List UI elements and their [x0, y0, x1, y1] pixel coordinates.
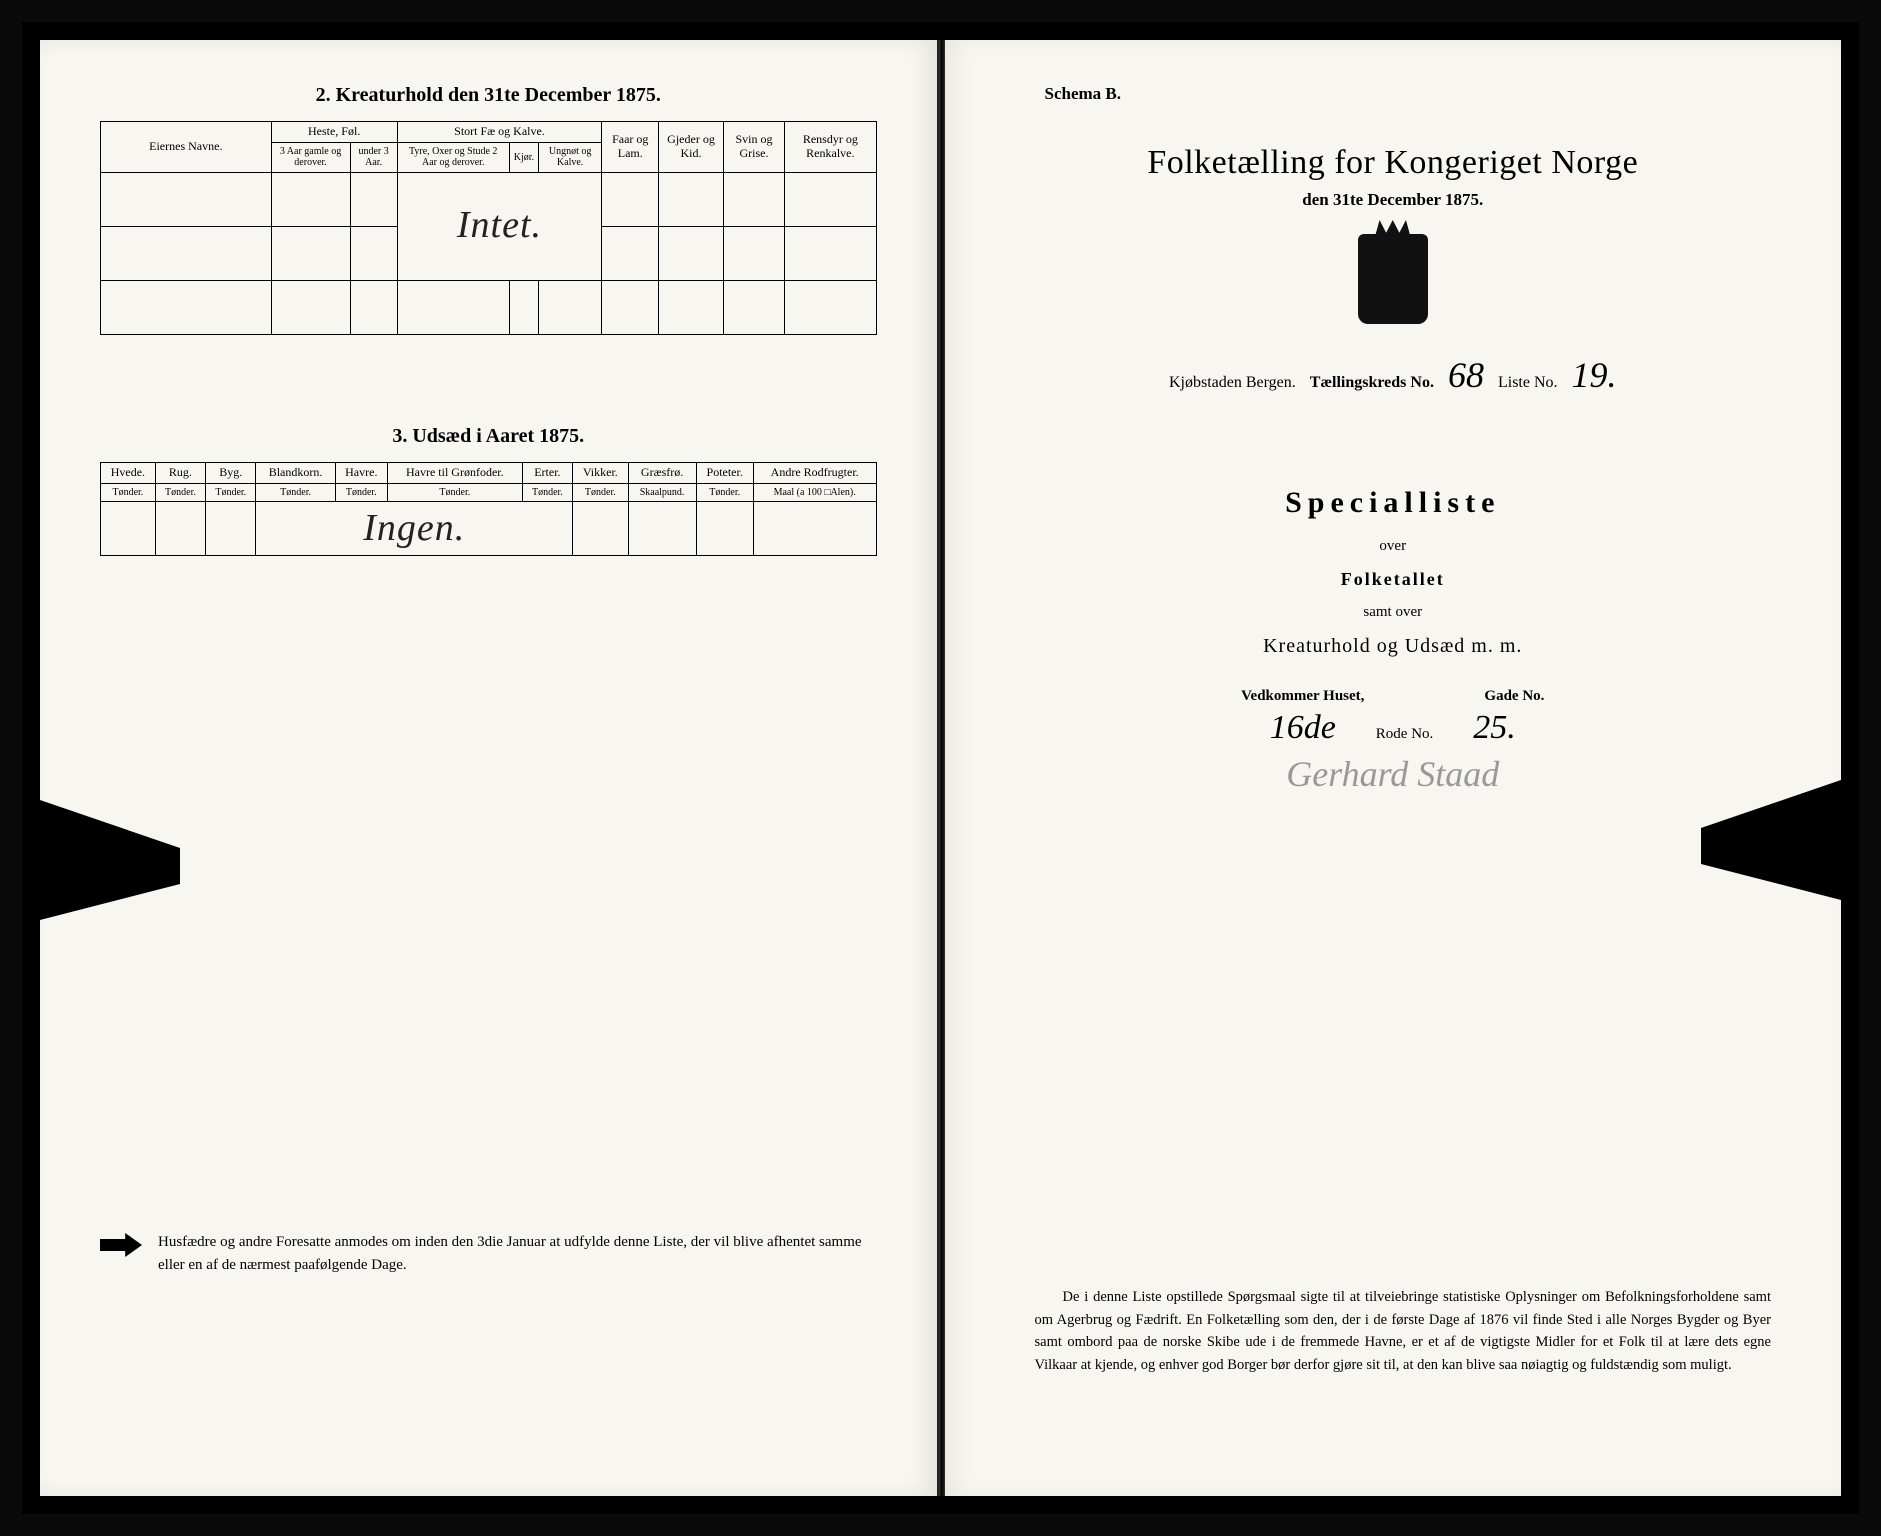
col-horses: Heste, Føl. — [271, 122, 397, 143]
house-labels: Vedkommer Huset, Gade No. — [1005, 688, 1782, 705]
table-row: Intet. — [101, 172, 877, 226]
specialliste-title: Specialliste — [1005, 486, 1782, 520]
seed-headers: Hvede. Rug. Byg. Blandkorn. Havre. Havre… — [101, 462, 877, 483]
col-blandkorn: Blandkorn. — [256, 462, 335, 483]
city-label: Kjøbstaden Bergen. — [1169, 374, 1296, 392]
rode-value-handwritten: 25. — [1473, 709, 1516, 747]
gade-label: Gade No. — [1484, 688, 1544, 705]
seed-table: Hvede. Rug. Byg. Blandkorn. Havre. Havre… — [100, 462, 877, 556]
col-havre: Havre. — [335, 462, 387, 483]
over-label: over — [1005, 538, 1782, 555]
right-footer-paragraph: De i denne Liste opstillede Spørgsmaal s… — [1035, 1286, 1772, 1376]
col-gjeder: Gjeder og Kid. — [659, 122, 724, 173]
col-hvede: Hvede. — [101, 462, 156, 483]
house-values: 16de Rode No. 25. — [1005, 709, 1782, 747]
col-rug: Rug. — [155, 462, 205, 483]
col-cattle-calves: Ungnøt og Kalve. — [539, 142, 602, 172]
col-erter: Erter. — [522, 462, 572, 483]
left-footer-note: Husfædre og andre Foresatte anmodes om i… — [100, 1231, 877, 1276]
pointing-hand-icon — [100, 1233, 142, 1257]
kreatur-label: Kreaturhold og Udsæd m. m. — [1005, 635, 1782, 658]
col-byg: Byg. — [206, 462, 256, 483]
col-vikker: Vikker. — [573, 462, 629, 483]
book-clamp-right — [1701, 780, 1841, 900]
folketallet-label: Folketallet — [1005, 569, 1782, 590]
col-graesfro: Græsfrø. — [628, 462, 696, 483]
book-spread: 2. Kreaturhold den 31te December 1875. E… — [40, 40, 1841, 1496]
col-cattle-cows: Kjør. — [509, 142, 538, 172]
census-title: Folketælling for Kongeriget Norge — [1005, 144, 1782, 182]
table-row — [101, 280, 877, 334]
table-row: Ingen. — [101, 502, 877, 556]
kreds-label: Tællingskreds No. — [1310, 374, 1434, 391]
schema-label: Schema B. — [1045, 84, 1782, 104]
seed-units: Tønder. Tønder. Tønder. Tønder. Tønder. … — [101, 483, 877, 502]
coat-of-arms-icon — [1358, 234, 1428, 324]
liste-label: Liste No. — [1498, 374, 1558, 392]
col-poteter: Poteter. — [696, 462, 753, 483]
col-cattle-bulls: Tyre, Oxer og Stude 2 Aar og derover. — [397, 142, 509, 172]
livestock-entry-handwritten: Intet. — [397, 172, 602, 280]
vedkommer-label: Vedkommer Huset, — [1241, 688, 1364, 705]
col-faar: Faar og Lam. — [602, 122, 659, 173]
left-footer-text: Husfædre og andre Foresatte anmodes om i… — [158, 1231, 877, 1276]
livestock-table: Eiernes Navne. Heste, Føl. Stort Fæ og K… — [100, 121, 877, 335]
right-page: Schema B. Folketælling for Kongeriget No… — [945, 40, 1842, 1496]
seed-entry-handwritten: Ingen. — [256, 502, 573, 556]
col-owner: Eiernes Navne. — [101, 122, 272, 173]
owner-name-handwritten: Gerhard Staad — [1005, 753, 1782, 795]
kreds-value-handwritten: 68 — [1448, 354, 1484, 396]
section3: 3. Udsæd i Aaret 1875. Hvede. Rug. Byg. … — [100, 425, 877, 556]
col-havre-gron: Havre til Grønfoder. — [387, 462, 522, 483]
liste-value-handwritten: 19. — [1572, 354, 1617, 396]
section2-title: 2. Kreaturhold den 31te December 1875. — [100, 84, 877, 107]
col-rens: Rensdyr og Renkalve. — [785, 122, 876, 173]
census-subtitle: den 31te December 1875. — [1005, 190, 1782, 210]
house-street-handwritten: 16de — [1270, 709, 1336, 747]
rode-label: Rode No. — [1376, 726, 1434, 743]
section3-title: 3. Udsæd i Aaret 1875. — [100, 425, 877, 448]
col-cattle: Stort Fæ og Kalve. — [397, 122, 602, 143]
col-horses-under3: under 3 Aar. — [350, 142, 397, 172]
col-svin: Svin og Grise. — [723, 122, 784, 173]
left-page: 2. Kreaturhold den 31te December 1875. E… — [40, 40, 939, 1496]
district-line: Kjøbstaden Bergen. Tællingskreds No. 68 … — [1005, 354, 1782, 396]
book-clamp-left — [40, 800, 180, 920]
samt-over-label: samt over — [1005, 604, 1782, 621]
col-horses-3plus: 3 Aar gamle og derover. — [271, 142, 350, 172]
col-andre: Andre Rodfrugter. — [753, 462, 876, 483]
